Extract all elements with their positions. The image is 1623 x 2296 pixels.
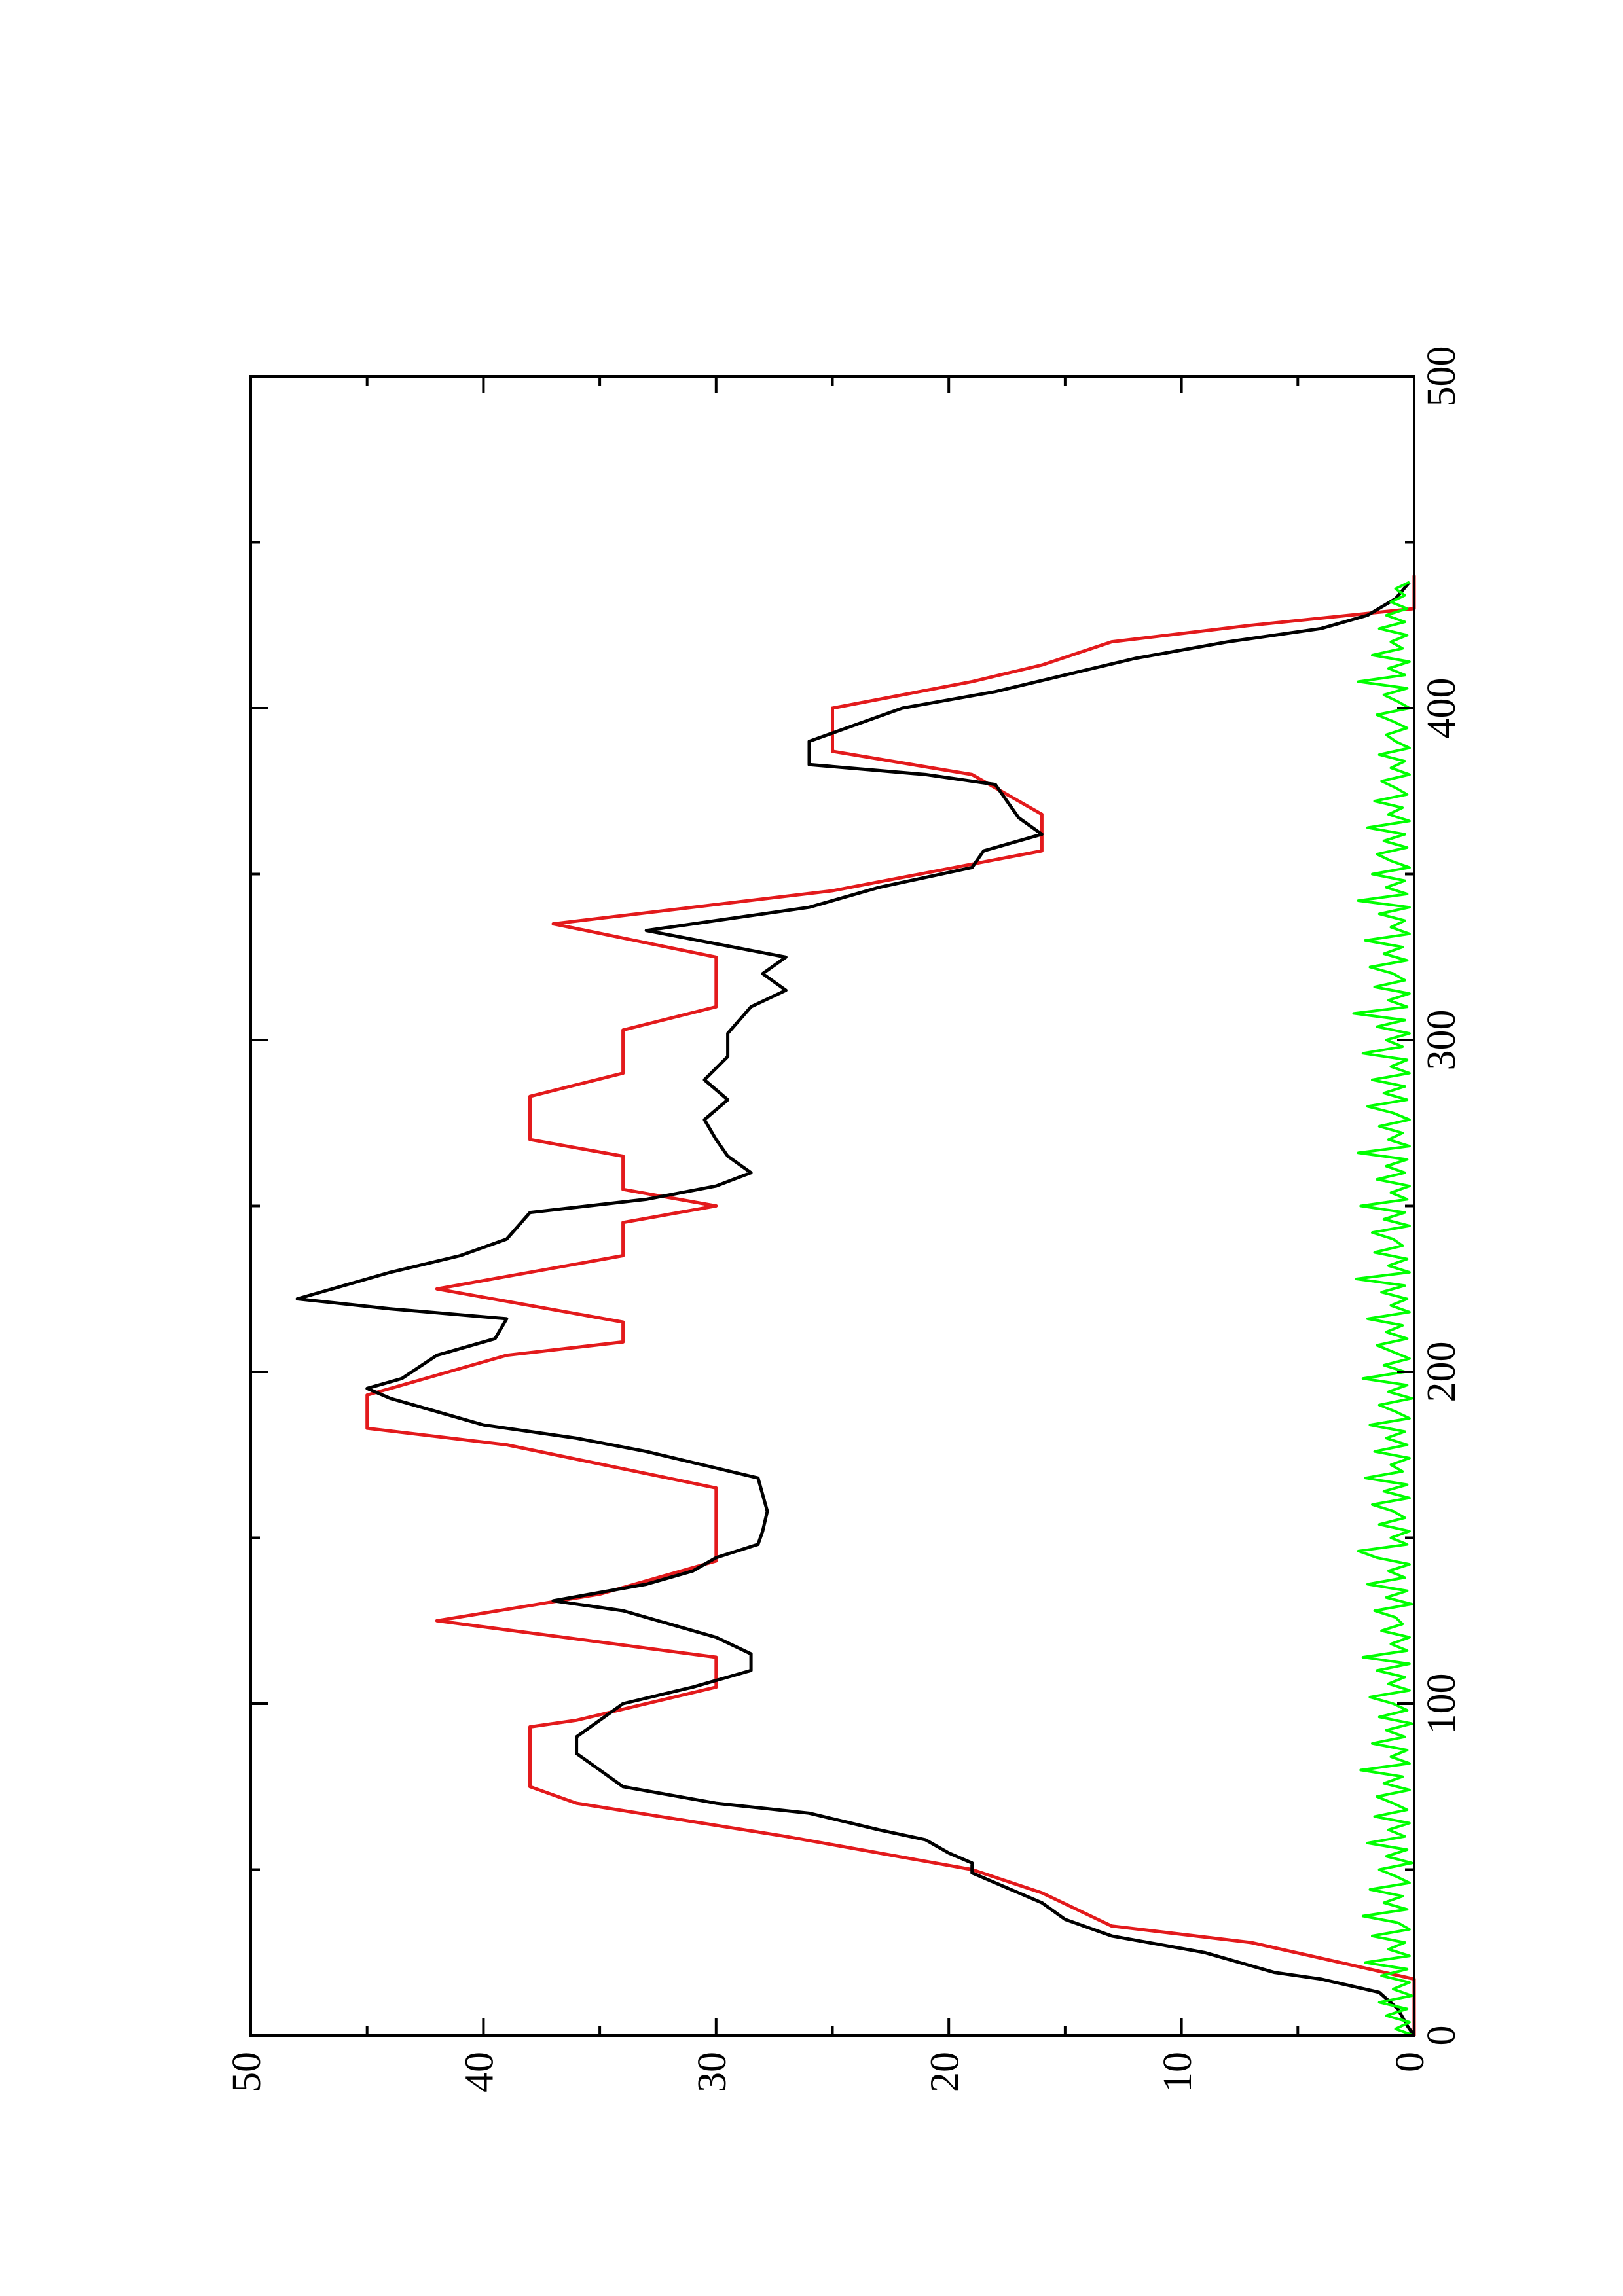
x-tick-label: 200 (1419, 1342, 1464, 1403)
plot-area (295, 575, 1416, 2037)
y-tick-label: 20 (922, 2052, 967, 2092)
y-tick-label: 50 (225, 2052, 269, 2092)
x-tick-label: 500 (1419, 346, 1464, 407)
y-tick-label: 0 (1388, 2052, 1432, 2072)
y-tick-label: 10 (1156, 2052, 1200, 2092)
plot-frame (249, 375, 1415, 2037)
x-tick-label: 100 (1419, 1674, 1464, 1734)
series-red-line (365, 575, 1416, 2036)
axis-tick-labels: 0 100 200 300 400 500 0 10 20 30 40 50 (225, 346, 1464, 2093)
x-tick-label: 400 (1419, 678, 1464, 739)
x-tick-label: 300 (1419, 1010, 1464, 1071)
y-tick-label: 40 (458, 2052, 502, 2092)
y-tick-label: 30 (690, 2052, 735, 2092)
series-black-line (295, 581, 1416, 2037)
series-green-line (1352, 581, 1415, 2037)
x-tick-label: 0 (1419, 2026, 1464, 2046)
